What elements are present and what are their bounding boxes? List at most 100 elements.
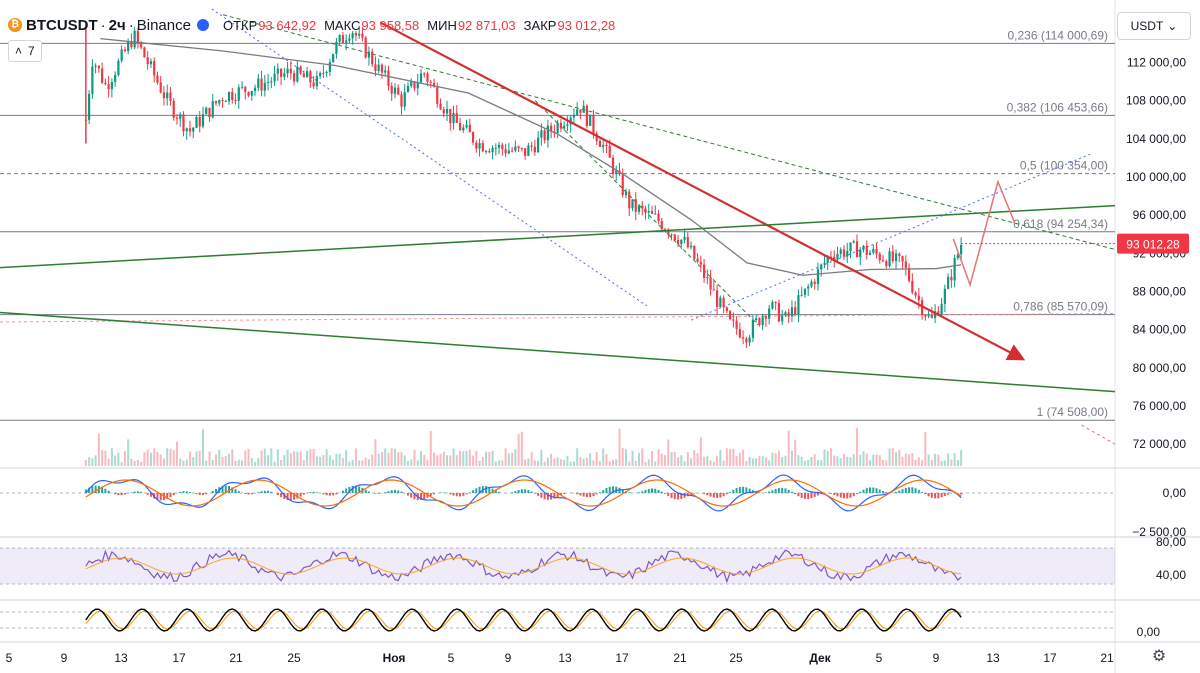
candle-body [722, 297, 725, 308]
macd-histogram-bar [651, 488, 654, 493]
macd-histogram-bar [520, 489, 523, 493]
macd-histogram-bar [488, 487, 491, 493]
candle-body [849, 242, 852, 251]
candle-body [930, 315, 933, 318]
candle-body [725, 307, 728, 312]
volume-bar [706, 456, 709, 466]
candle-body [784, 312, 787, 316]
volume-bar [452, 448, 455, 466]
candle-body [358, 33, 361, 36]
volume-bar [680, 455, 683, 466]
volume-bar [621, 448, 624, 466]
candle-body [384, 70, 387, 73]
volume-bar [241, 460, 244, 466]
volume-bar [803, 460, 806, 466]
macd-histogram-bar [84, 489, 87, 493]
candle-body [299, 66, 302, 74]
volume-bar [631, 450, 634, 466]
candle-body [504, 149, 507, 154]
volume-bar [764, 457, 767, 466]
interval-label[interactable]: 2ч [108, 16, 126, 34]
candle-body [253, 87, 257, 92]
volume-bar [465, 450, 468, 466]
macd-histogram-bar [807, 493, 810, 499]
volume-bar [250, 457, 253, 466]
macd-histogram-bar [943, 493, 946, 496]
macd-histogram-bar [839, 493, 842, 498]
fibonacci-level-label: 1 (74 508,00) [1037, 405, 1108, 419]
candle-body [423, 73, 426, 75]
macd-histogram-bar [774, 488, 777, 493]
macd-histogram-bar [166, 493, 169, 499]
separator-dot: · [100, 16, 106, 34]
volume-bar [869, 460, 872, 466]
candle-body [960, 244, 963, 255]
price-tick-label: 112 000,00 [1127, 55, 1186, 69]
volume-bar [169, 448, 172, 466]
macd-histogram-bar [647, 488, 650, 493]
candle-body [683, 236, 686, 240]
volume-bar [433, 452, 436, 466]
time-axis-label: 13 [114, 651, 128, 665]
candle-body [615, 170, 618, 175]
volume-bar [338, 453, 341, 466]
candle-body [829, 256, 833, 258]
volume-bar [777, 450, 780, 466]
close-label: ЗАКР [523, 17, 557, 33]
volume-bar [660, 453, 663, 466]
volume-bar [439, 453, 442, 466]
candle-body [781, 315, 784, 322]
volume-bar [130, 458, 133, 466]
candle-body [309, 71, 312, 83]
candle-body [657, 213, 660, 222]
macd-histogram-bar [729, 491, 732, 493]
dashed-extension-line [1081, 424, 1116, 445]
volume-bar [699, 436, 702, 466]
candle-body [647, 210, 650, 213]
volume-bar [774, 453, 777, 466]
candle-body [768, 308, 771, 319]
candle-body [488, 151, 491, 153]
candle-body [937, 311, 940, 315]
volume-bar [911, 452, 914, 466]
candle-body [943, 288, 946, 304]
candle-body [530, 145, 533, 147]
macd-histogram-bar [270, 491, 273, 493]
fibonacci-level-label: 0,5 (100 354,00) [1020, 159, 1108, 173]
dashed-channel-line [534, 100, 759, 326]
candle-body [491, 147, 494, 153]
macd-histogram-bar [940, 493, 943, 498]
symbol-header[interactable]: ₿ BTCUSDT · 2ч · Binance ОТКР 93 642,92 М… [8, 14, 615, 36]
volume-bar [263, 448, 266, 466]
candle-body [361, 33, 364, 38]
macd-histogram-bar [856, 493, 859, 495]
currency-selector[interactable]: USDT ⌄ [1117, 12, 1191, 40]
macd-axis-label: −2 500,00 [1132, 525, 1186, 539]
candle-body [527, 145, 530, 156]
volume-bar [114, 455, 117, 466]
candle-body [156, 75, 159, 83]
candle-body [696, 258, 699, 262]
macd-histogram-bar [228, 486, 231, 493]
volume-bar [748, 456, 751, 466]
volume-bar [595, 451, 598, 466]
indicators-toggle-button[interactable]: ˄ 7 [8, 40, 42, 62]
volume-bar [403, 455, 406, 466]
volume-bar [91, 458, 94, 466]
volume-bar [758, 456, 761, 466]
volume-bar [501, 460, 504, 466]
candle-body [605, 144, 608, 146]
candle-body [182, 114, 185, 132]
macd-histogram-bar [351, 485, 354, 493]
candle-body [250, 91, 253, 96]
volume-bar [917, 457, 920, 466]
candle-body [797, 295, 800, 315]
symbol-name[interactable]: BTCUSDT [26, 16, 98, 34]
volume-bar [267, 455, 270, 466]
candle-body [826, 256, 829, 263]
macd-histogram-bar [927, 493, 930, 497]
macd-histogram-bar [563, 493, 566, 494]
volume-bar [742, 449, 745, 466]
gear-icon[interactable]: ⚙ [1151, 648, 1167, 665]
